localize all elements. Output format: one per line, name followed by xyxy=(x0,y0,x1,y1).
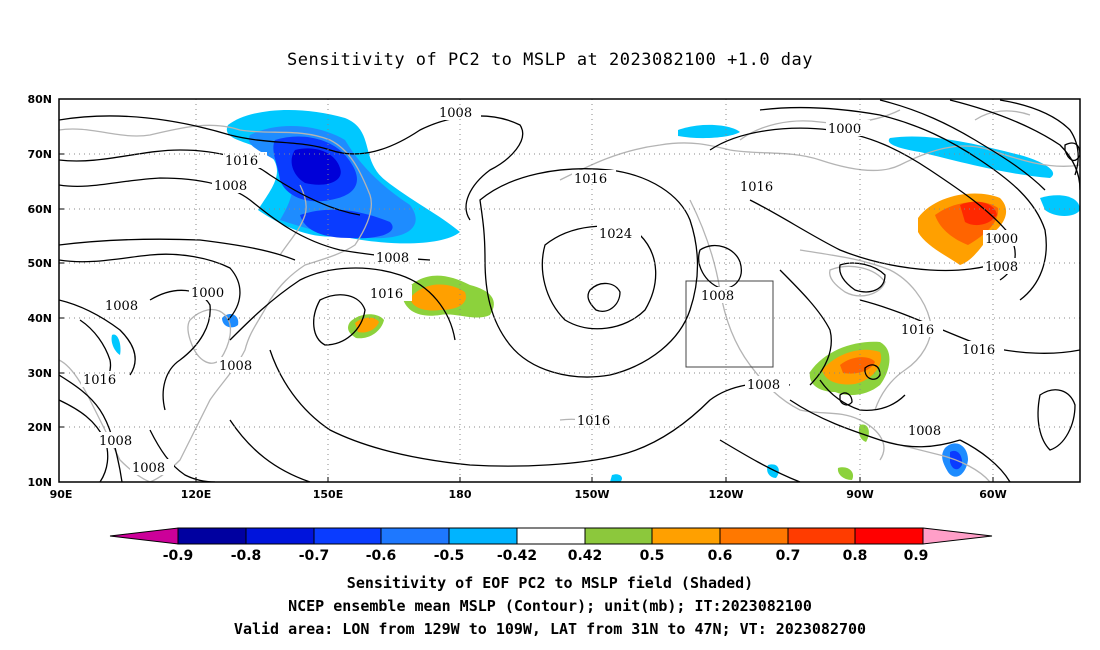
caption-line-3: Valid area: LON from 129W to 109W, LAT f… xyxy=(233,620,867,638)
colorbar-swatch xyxy=(313,527,382,545)
coastlines xyxy=(59,109,1080,482)
contour-label: 1024 xyxy=(599,227,632,242)
longitude-labels: 90E 120E 150E 180 150W 120W 90W 60W xyxy=(50,488,1007,501)
caption-line-2: NCEP ensemble mean MSLP (Contour); unit(… xyxy=(288,597,812,615)
positive-sensitivity-region-tropics xyxy=(837,467,854,480)
colorbar-swatch xyxy=(787,527,856,545)
negative-sensitivity-region-japan xyxy=(222,314,239,328)
lon-label: 120E xyxy=(181,488,211,501)
contour-label: 1000 xyxy=(828,122,861,137)
lat-label: 20N xyxy=(27,421,52,434)
valid-area-box xyxy=(685,280,774,368)
positive-sensitivity-region-gulf-of-mexico xyxy=(809,341,890,396)
colorbar-label: 0.8 xyxy=(843,548,868,564)
colorbar-swatch xyxy=(651,527,721,545)
colorbar-swatch xyxy=(448,527,518,545)
contour-label: 1008 xyxy=(214,179,247,194)
lon-label: 90E xyxy=(50,488,73,501)
positive-sensitivity-region-central-pacific xyxy=(402,275,494,318)
colorbar-swatch xyxy=(854,527,924,545)
contour-label: 1000 xyxy=(985,232,1018,247)
contour-labels: 1008 1016 1008 1016 1024 1008 1016 1008 … xyxy=(81,104,1027,476)
lat-label: 30N xyxy=(27,367,52,380)
colorbar-swatch xyxy=(380,527,450,545)
contour-label: 1008 xyxy=(908,424,941,439)
negative-sensitivity-region-arctic xyxy=(678,124,740,139)
contour-label: 1008 xyxy=(701,289,734,304)
colorbar-label: 0.7 xyxy=(776,548,801,564)
lon-label: 150E xyxy=(313,488,343,501)
lat-label: 40N xyxy=(27,312,52,325)
contour-label: 1008 xyxy=(747,378,780,393)
contour-label: 1016 xyxy=(962,343,995,358)
lon-label: 150W xyxy=(574,488,609,501)
positive-sensitivity-region-northwest-atlantic xyxy=(918,193,1007,265)
map-title: Sensitivity of PC2 to MSLP at 2023082100… xyxy=(286,50,813,70)
map-frame xyxy=(58,98,1081,483)
contour-label: 1016 xyxy=(577,414,610,429)
positive-sensitivity-region-west-pacific xyxy=(348,314,384,339)
colorbar-label: -0.6 xyxy=(366,548,397,564)
contour-label: 1016 xyxy=(225,154,258,169)
axis-ticks xyxy=(59,98,994,483)
lon-label: 120W xyxy=(708,488,743,501)
colorbar-label: -0.9 xyxy=(163,548,194,564)
contour-label: 1008 xyxy=(439,106,472,121)
contour-label: 1016 xyxy=(83,373,116,388)
colorbar-max-arrow xyxy=(922,527,993,545)
colorbar-swatch xyxy=(177,527,247,545)
negative-sensitivity-region-tropics xyxy=(610,474,623,482)
lat-label: 10N xyxy=(27,476,52,489)
lon-label: 60W xyxy=(979,488,1006,501)
colorbar-label: 0.5 xyxy=(640,548,665,564)
contour-label: 1016 xyxy=(740,180,773,195)
positive-sensitivity-region-caribbean xyxy=(858,424,869,442)
colorbar-label: -0.42 xyxy=(497,548,537,564)
contour-label: 1016 xyxy=(574,172,607,187)
negative-sensitivity-region-atlantic xyxy=(1040,195,1080,216)
colorbar-swatch xyxy=(719,527,789,545)
negative-sensitivity-region-canada xyxy=(888,136,1054,178)
colorbar-swatch xyxy=(516,527,586,545)
latitude-labels: 80N 70N 60N 50N 40N 30N 20N 10N xyxy=(27,93,52,489)
colorbar-swatch xyxy=(584,527,653,545)
contour-label: 1016 xyxy=(370,287,403,302)
lon-label: 180 xyxy=(449,488,472,501)
colorbar-label: 0.9 xyxy=(904,548,929,564)
negative-sensitivity-region-north-pacific xyxy=(226,109,460,244)
colorbar xyxy=(109,527,993,545)
contour-label: 1008 xyxy=(376,251,409,266)
caption-line-1: Sensitivity of EOF PC2 to MSLP field (Sh… xyxy=(346,574,754,592)
lat-label: 80N xyxy=(27,93,52,106)
contour-label: 1008 xyxy=(105,299,138,314)
contour-label: 1008 xyxy=(219,359,252,374)
lat-label: 50N xyxy=(27,257,52,270)
negative-sensitivity-region-china xyxy=(111,334,121,355)
colorbar-label: -0.5 xyxy=(434,548,465,564)
contour-label: 1008 xyxy=(132,461,165,476)
colorbar-label: 0.42 xyxy=(568,548,603,564)
lat-label: 60N xyxy=(27,203,52,216)
colorbar-label: -0.7 xyxy=(299,548,330,564)
colorbar-label: 0.6 xyxy=(708,548,733,564)
contour-label: 1000 xyxy=(191,286,224,301)
colorbar-labels: -0.9 -0.8 -0.7 -0.6 -0.5 -0.42 0.42 0.5 … xyxy=(163,548,929,564)
lon-label: 90W xyxy=(846,488,873,501)
colorbar-label: -0.8 xyxy=(231,548,262,564)
contour-label: 1008 xyxy=(985,260,1018,275)
graticule xyxy=(59,99,1080,482)
colorbar-swatch xyxy=(245,527,315,545)
lat-label: 70N xyxy=(27,148,52,161)
colorbar-min-arrow xyxy=(109,527,179,545)
contour-label: 1016 xyxy=(901,323,934,338)
contour-label: 1008 xyxy=(99,434,132,449)
